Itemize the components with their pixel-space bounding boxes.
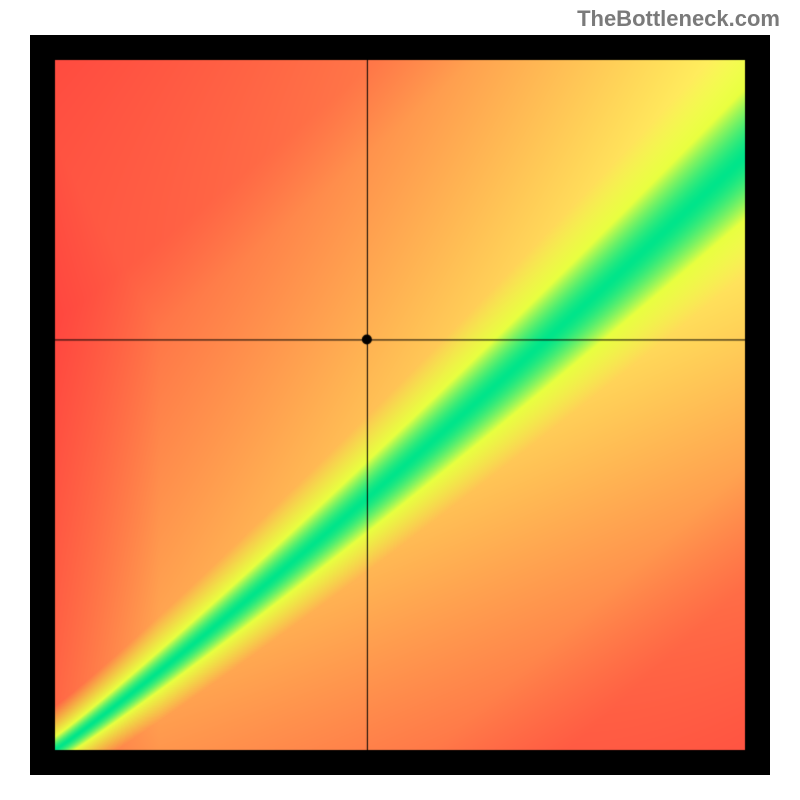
chart-container: TheBottleneck.com	[0, 0, 800, 800]
plot-frame	[30, 35, 770, 775]
heatmap-canvas	[30, 35, 770, 775]
watermark-text: TheBottleneck.com	[577, 6, 780, 32]
